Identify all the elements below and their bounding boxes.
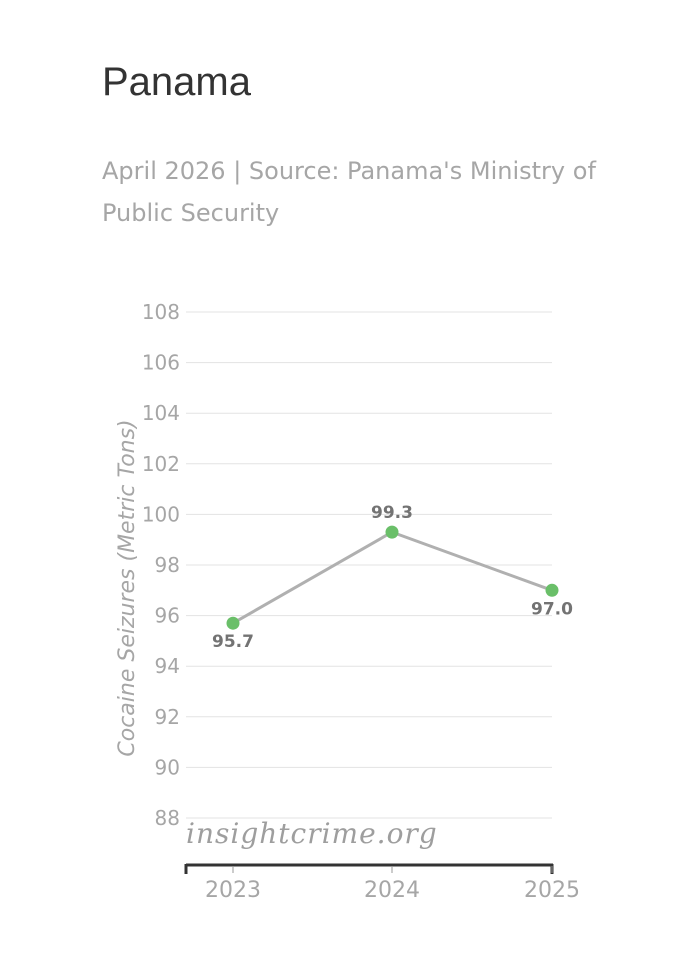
data-label: 95.7: [212, 632, 254, 652]
data-point: [226, 616, 240, 630]
data-point: [385, 525, 399, 539]
data-labels: 95.7 99.3 97.0: [212, 503, 573, 652]
y-tick-label: 90: [155, 755, 180, 779]
series-polyline: [232, 530, 553, 625]
y-axis-ticks: 88 90 92 94 96 98 100 102 104 106 108: [142, 300, 180, 830]
chart-subtitle: April 2026 | Source: Panama's Ministry o…: [102, 157, 596, 227]
y-tick-label: 88: [155, 806, 180, 830]
y-tick-label: 102: [142, 452, 180, 476]
x-axis: 2023 2024 2025: [184, 863, 580, 903]
data-label: 97.0: [531, 599, 573, 619]
watermark-logo: insightcrime.org: [186, 817, 438, 850]
series-line: [232, 530, 553, 625]
x-tick-label: 2023: [205, 878, 261, 903]
y-tick-label: 104: [142, 401, 180, 425]
y-tick-label: 92: [155, 705, 180, 729]
data-point: [545, 583, 559, 597]
chart-title: Panama: [102, 60, 251, 104]
y-tick-label: 100: [142, 502, 180, 526]
y-tick-label: 96: [155, 604, 180, 628]
y-tick-label: 94: [155, 654, 180, 678]
y-tick-label: 106: [142, 351, 180, 375]
y-tick-label: 98: [155, 553, 180, 577]
x-tick-label: 2024: [364, 878, 420, 903]
y-axis-label: Cocaine Seizures (Metric Tons): [115, 419, 140, 756]
y-tick-label: 108: [142, 300, 180, 324]
data-label: 99.3: [371, 503, 413, 523]
gridlines: [186, 311, 552, 819]
x-tick-label: 2025: [524, 878, 580, 903]
data-points: [226, 525, 559, 630]
